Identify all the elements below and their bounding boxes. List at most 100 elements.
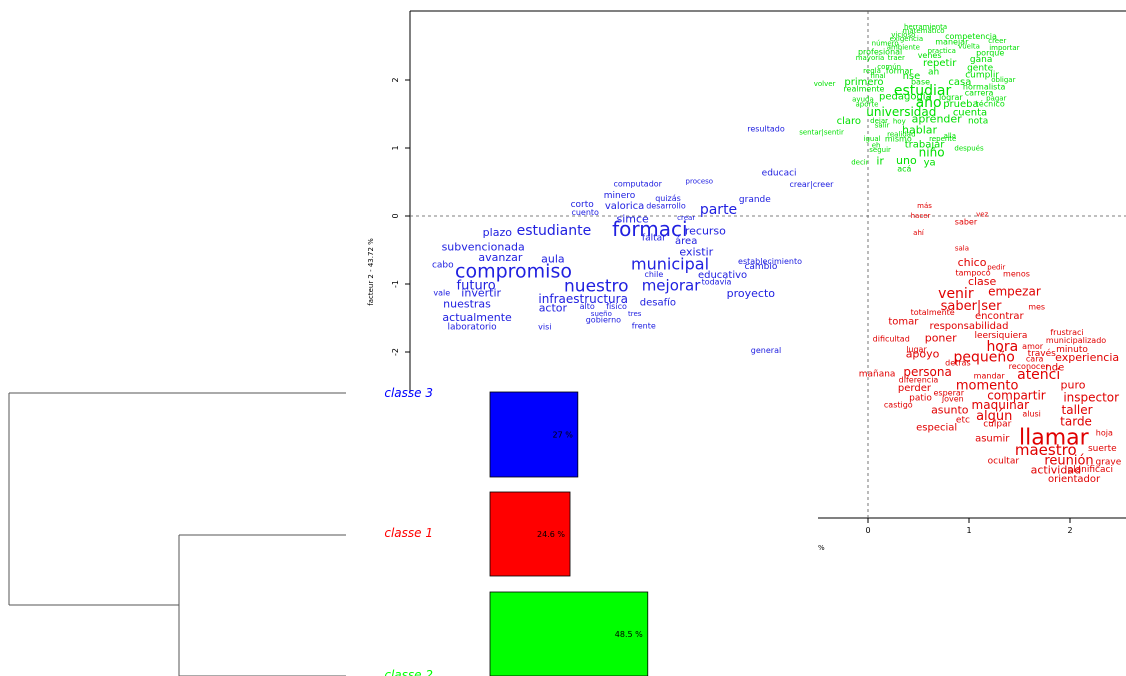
word-point: responsabilidad: [930, 321, 1009, 332]
word-point: tarde: [1060, 415, 1092, 429]
word-point: practica: [928, 47, 956, 55]
word-point: ir: [876, 155, 884, 168]
word-point: área: [675, 235, 697, 247]
word-point: año: [916, 95, 942, 111]
word-point: proceso: [686, 177, 714, 185]
word-point: maestro: [1015, 441, 1077, 459]
word-point: saber: [955, 218, 978, 227]
word-point: cara: [1026, 354, 1044, 363]
word-point: profesional: [858, 48, 902, 57]
word-point: uno: [896, 154, 917, 167]
word-point: cambio: [744, 262, 777, 272]
word-point: siquiera: [991, 331, 1027, 341]
x-tick-label: 2: [1067, 526, 1072, 535]
bar-value-label: 27 %: [553, 431, 574, 440]
ca-plot: 0 1 2 -2 -1 0 1 2 facteur 2 - 43.72 % % herram…: [367, 10, 1126, 552]
word-point: minero: [604, 191, 636, 201]
word-point: planificaci: [1067, 465, 1113, 475]
word-point: suerte: [1088, 444, 1117, 454]
word-point: apoyo: [906, 348, 940, 361]
word-point: casa: [948, 77, 971, 88]
word-point: leer: [974, 331, 992, 341]
word-point: municipal: [631, 254, 709, 273]
word-point: trabajar: [905, 140, 946, 151]
word-point: taller: [1062, 403, 1093, 417]
word-point: final: [871, 72, 886, 80]
word-point: persona: [903, 365, 952, 379]
word-point: salir: [875, 122, 890, 130]
word-point: nse: [903, 71, 921, 82]
word-point: manejar: [935, 37, 969, 46]
word-point: desafío: [640, 296, 676, 308]
word-point: quizás: [655, 194, 681, 203]
word-point: base: [911, 78, 930, 87]
word-point: ambiente: [887, 43, 920, 51]
y-axis-label: facteur 2 - 43.72 %: [367, 238, 375, 306]
word-point: frente: [632, 322, 656, 331]
word-point: gobierno: [586, 316, 621, 325]
word-point: parte: [700, 202, 737, 218]
word-point: subvencionada: [442, 240, 525, 253]
word-point: estudiar: [894, 83, 952, 99]
word-point: mismo: [885, 135, 912, 144]
word-point: decir: [851, 158, 869, 166]
word-point: más: [917, 202, 932, 210]
class-labels: classe 3 classe 1 classe 2: [384, 386, 433, 676]
word-point: detrás: [945, 358, 971, 367]
word-point: algún: [976, 409, 1012, 424]
word-point: nuestras: [443, 297, 491, 310]
word-point: dejar: [870, 117, 888, 125]
word-point: común: [877, 63, 901, 71]
word-point: vale: [433, 288, 450, 297]
class-bar: [489, 391, 579, 478]
word-point: clase: [968, 275, 997, 288]
word-point: avanzar: [478, 251, 522, 264]
word-point: actor: [539, 301, 568, 314]
word-point: chile: [644, 270, 663, 279]
word-point: estudiante: [517, 223, 592, 239]
word-point: establecimiento: [738, 257, 802, 266]
word-point: existir: [679, 246, 713, 259]
word-point: hoja: [1096, 428, 1113, 437]
word-point: número: [872, 39, 899, 47]
word-point: traer: [888, 54, 905, 62]
word-point: universidad: [866, 105, 936, 119]
word-point: totalmente: [911, 308, 955, 317]
word-point: castigo: [884, 401, 913, 410]
class-bars: 27 % 24.6 % 48.5 %: [489, 391, 649, 676]
word-point: compromiso: [455, 260, 572, 282]
word-point: cuenta: [953, 108, 987, 119]
word-point: pedir: [987, 264, 1005, 272]
word-point: pequeño: [953, 349, 1014, 365]
word-point: regla: [863, 67, 881, 75]
word-point: asumir: [975, 433, 1010, 444]
word-point: desarrollo: [646, 201, 686, 210]
word-point: ayuda: [852, 96, 874, 104]
word-point: normalista: [963, 82, 1006, 91]
word-point: puro: [1061, 378, 1086, 391]
word-point: realidad: [887, 130, 915, 138]
word-point: cumplir: [965, 71, 999, 81]
word-point: cabo: [432, 260, 454, 270]
word-point: municipalizado: [1046, 336, 1106, 345]
word-point: plazo: [483, 226, 513, 239]
x-tick-label: 0: [865, 526, 870, 535]
word-point: inspector: [1063, 391, 1119, 405]
word-point: maquinar: [972, 398, 1030, 412]
word-point: vicioso: [891, 31, 915, 39]
word-point: simce: [617, 212, 650, 225]
word-point: acá: [897, 165, 911, 174]
word-point: tomar: [888, 316, 919, 327]
word-point: diferencia: [899, 375, 939, 384]
word-point: visi: [538, 322, 551, 331]
word-point: crear: [677, 214, 695, 222]
word-point: formaci: [612, 217, 687, 241]
word-point: recurso: [685, 225, 726, 238]
word-point: menos: [1003, 269, 1030, 278]
class-bar: [489, 591, 649, 676]
word-point: carrera: [965, 88, 994, 97]
word-point: etc: [956, 416, 970, 426]
word-point: pedagogía: [879, 90, 932, 102]
word-point: ah: [928, 67, 939, 77]
